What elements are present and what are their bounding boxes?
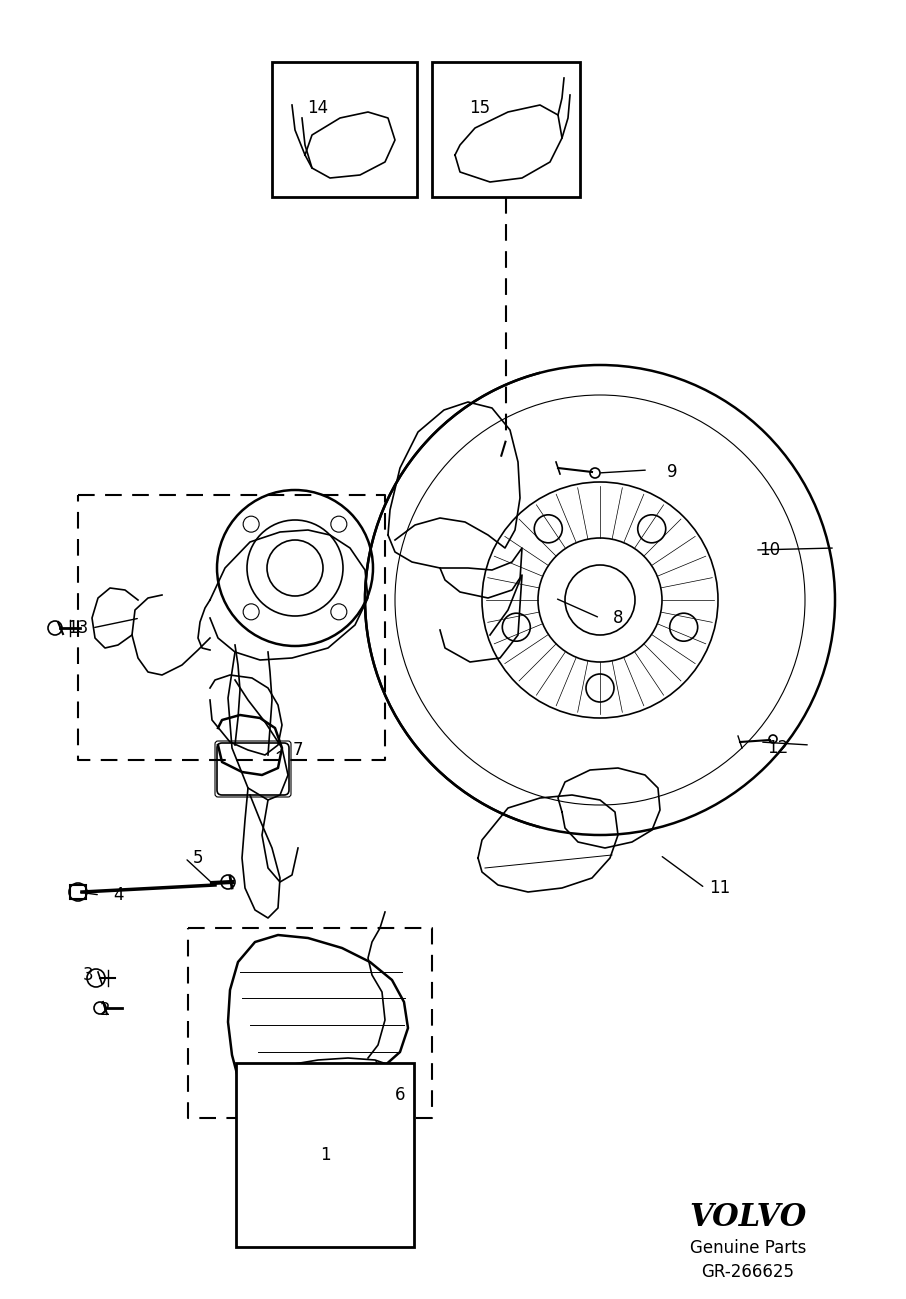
Text: 8: 8 (612, 609, 623, 627)
Bar (272, 62, 417, 197)
Text: 5: 5 (193, 850, 203, 866)
Text: 9: 9 (667, 462, 678, 481)
Text: 1: 1 (320, 1146, 331, 1164)
Text: Genuine Parts: Genuine Parts (689, 1239, 806, 1257)
Bar (432, 62, 580, 197)
Text: 4: 4 (112, 886, 123, 904)
Text: 14: 14 (307, 99, 329, 117)
Text: 11: 11 (709, 879, 730, 898)
Text: 12: 12 (767, 739, 788, 757)
Text: 13: 13 (67, 620, 89, 637)
Text: 15: 15 (469, 99, 490, 117)
Text: GR-266625: GR-266625 (701, 1263, 795, 1281)
Bar (70, 885, 86, 899)
Text: 3: 3 (82, 966, 93, 985)
Text: 7: 7 (293, 740, 304, 759)
Text: VOLVO: VOLVO (689, 1203, 806, 1234)
Text: 10: 10 (759, 540, 781, 559)
Text: 2: 2 (100, 1002, 111, 1018)
Text: 6: 6 (395, 1086, 405, 1104)
